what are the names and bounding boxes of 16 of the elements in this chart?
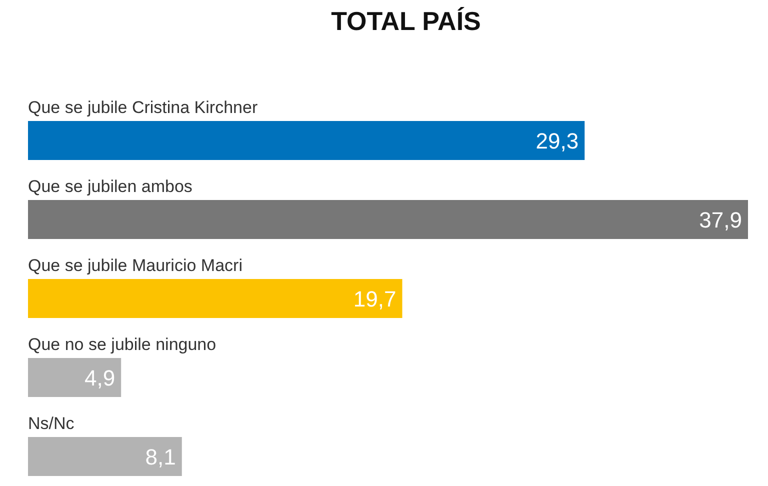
y-tick-label: Que no se jubile ninguno xyxy=(28,335,216,354)
bar xyxy=(28,437,182,476)
y-tick-label: Ns/Nc xyxy=(28,414,75,433)
y-tick-label: Que se jubile Mauricio Macri xyxy=(28,256,242,275)
data-label: 37,9 xyxy=(699,208,742,232)
data-label: 19,7 xyxy=(353,286,396,312)
bar xyxy=(28,358,122,397)
y-tick-label: Que se jubilen ambos xyxy=(28,177,192,196)
chart-title: TOTAL PAÍS xyxy=(331,6,481,36)
y-tick-label: Que se jubile Cristina Kirchner xyxy=(28,98,258,117)
bar xyxy=(28,121,585,160)
data-label: 29,3 xyxy=(536,128,579,154)
data-label: 8,1 xyxy=(145,444,176,470)
bar xyxy=(28,279,402,318)
data-label: 4,9 xyxy=(84,366,116,390)
bar xyxy=(28,200,748,239)
